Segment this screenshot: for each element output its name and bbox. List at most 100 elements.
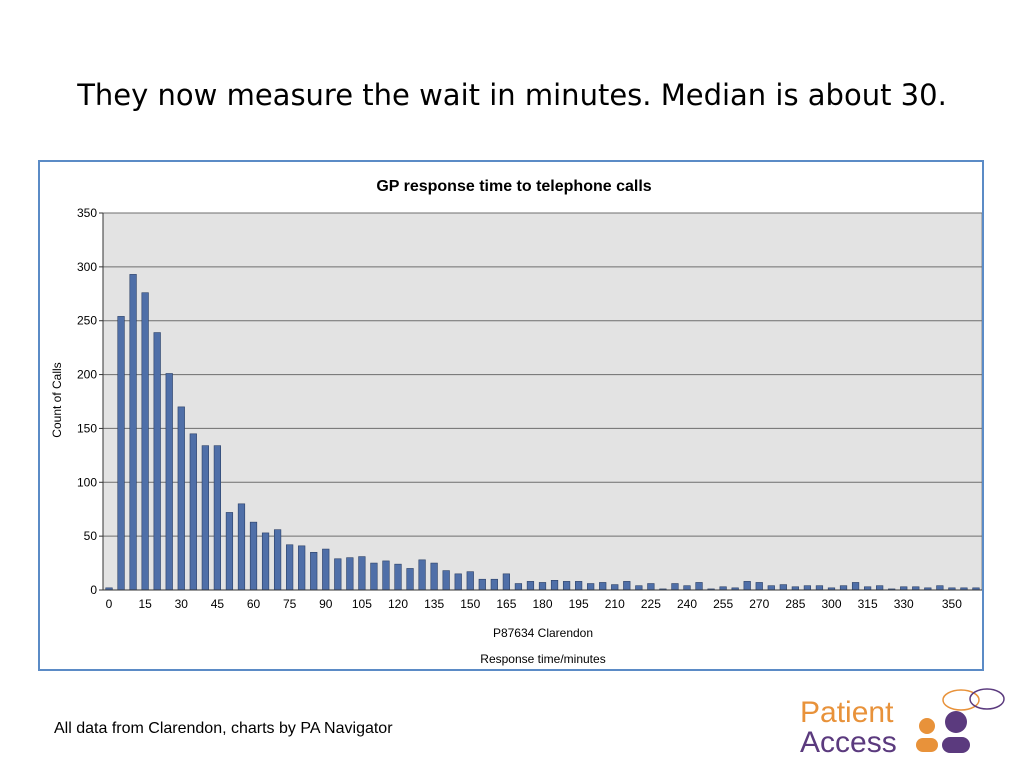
bar	[310, 551, 318, 591]
x-tick-label: 330	[894, 597, 914, 611]
bar-chart: GP response time to telephone calls 0 50 1…	[50, 178, 982, 666]
bar	[249, 521, 258, 591]
bar	[671, 583, 679, 591]
x-tick-label: 240	[677, 597, 697, 611]
bar	[599, 582, 607, 591]
x-axis-label: Response time/minutes	[480, 652, 605, 666]
bar	[370, 562, 378, 591]
x-tick-label: 150	[460, 597, 480, 611]
bar	[611, 584, 619, 591]
bar	[141, 292, 149, 591]
bar	[286, 544, 294, 591]
people-icon	[916, 688, 1005, 753]
bar	[779, 584, 787, 591]
bar	[201, 445, 209, 591]
bar	[237, 503, 246, 591]
bar	[514, 583, 523, 591]
logo-word-patient: Patient	[800, 696, 894, 729]
x-tick-label: 270	[749, 597, 769, 611]
bar	[575, 581, 583, 591]
bar	[298, 545, 306, 591]
x-tick-label: 255	[713, 597, 733, 611]
x-tick-label: 210	[605, 597, 625, 611]
bar	[129, 274, 137, 591]
x-axis-series-label: P87634 Clarendon	[493, 626, 593, 640]
bar	[466, 571, 474, 591]
x-tick-label: 0	[106, 597, 113, 611]
bar	[346, 557, 354, 591]
x-tick-label: 165	[496, 597, 516, 611]
bar	[743, 581, 751, 591]
bar	[936, 585, 944, 591]
bar	[418, 559, 426, 591]
x-tick-label: 315	[858, 597, 878, 611]
bar	[213, 445, 222, 591]
bar	[851, 582, 860, 591]
x-tick-label: 45	[211, 597, 225, 611]
x-tick-label: 30	[175, 597, 189, 611]
y-tick-label: 150	[77, 421, 97, 435]
x-tick-label: 90	[319, 597, 333, 611]
plot-area	[102, 212, 982, 591]
bar	[165, 373, 173, 591]
x-tick-label: 60	[247, 597, 261, 611]
bar	[839, 585, 848, 591]
bar	[538, 582, 547, 591]
bar	[117, 316, 125, 591]
bar	[803, 585, 812, 591]
bar	[382, 560, 390, 591]
bar	[562, 581, 571, 591]
x-tick-label: 75	[283, 597, 297, 611]
bar	[647, 583, 655, 591]
x-tick-label: 120	[388, 597, 408, 611]
source-footnote: All data from Clarendon, charts by PA Na…	[54, 720, 393, 737]
bar	[478, 578, 486, 591]
bar	[322, 548, 330, 591]
x-tick-label: 105	[352, 597, 372, 611]
x-tick-label: 350	[942, 597, 962, 611]
bar	[683, 585, 691, 591]
x-tick-label: 225	[641, 597, 661, 611]
y-tick-label: 250	[77, 314, 97, 328]
bar	[273, 529, 282, 591]
y-tick-label: 200	[77, 368, 97, 382]
y-tick-label: 50	[84, 529, 98, 543]
bar	[153, 332, 161, 591]
bar	[490, 578, 498, 591]
bar	[430, 562, 438, 591]
x-tick-label: 285	[785, 597, 805, 611]
y-axis-label: Count of Calls	[50, 362, 64, 437]
x-tick-label: 135	[424, 597, 444, 611]
logo-word-access: Access	[800, 726, 897, 758]
bar	[502, 573, 510, 591]
y-tick-label: 300	[77, 260, 97, 274]
chart-title: GP response time to telephone calls	[376, 178, 651, 195]
bar	[442, 570, 450, 591]
bar	[358, 556, 366, 591]
bar	[225, 512, 234, 591]
bar	[334, 558, 342, 591]
bar	[454, 573, 462, 591]
chart-frame: GP response time to telephone calls 0 50 1…	[38, 160, 984, 671]
x-tick-label: 15	[138, 597, 152, 611]
bar	[587, 583, 595, 591]
bar	[261, 532, 270, 591]
y-tick-label: 350	[77, 206, 97, 220]
slide-title: They now measure the wait in minutes. Me…	[77, 78, 947, 112]
bar	[695, 582, 703, 591]
patient-access-logo: Patient Access	[796, 686, 1011, 759]
bar	[177, 406, 185, 591]
x-tick-label: 300	[821, 597, 841, 611]
bar	[623, 581, 631, 591]
bar	[635, 585, 643, 591]
bar	[394, 563, 402, 591]
bar	[550, 580, 559, 591]
y-tick-label: 0	[90, 583, 97, 597]
bar	[189, 433, 197, 591]
bar	[755, 582, 763, 591]
bar	[815, 585, 824, 591]
bar	[406, 568, 414, 591]
bar	[526, 581, 535, 591]
bar	[876, 585, 884, 591]
x-tick-label: 180	[532, 597, 552, 611]
